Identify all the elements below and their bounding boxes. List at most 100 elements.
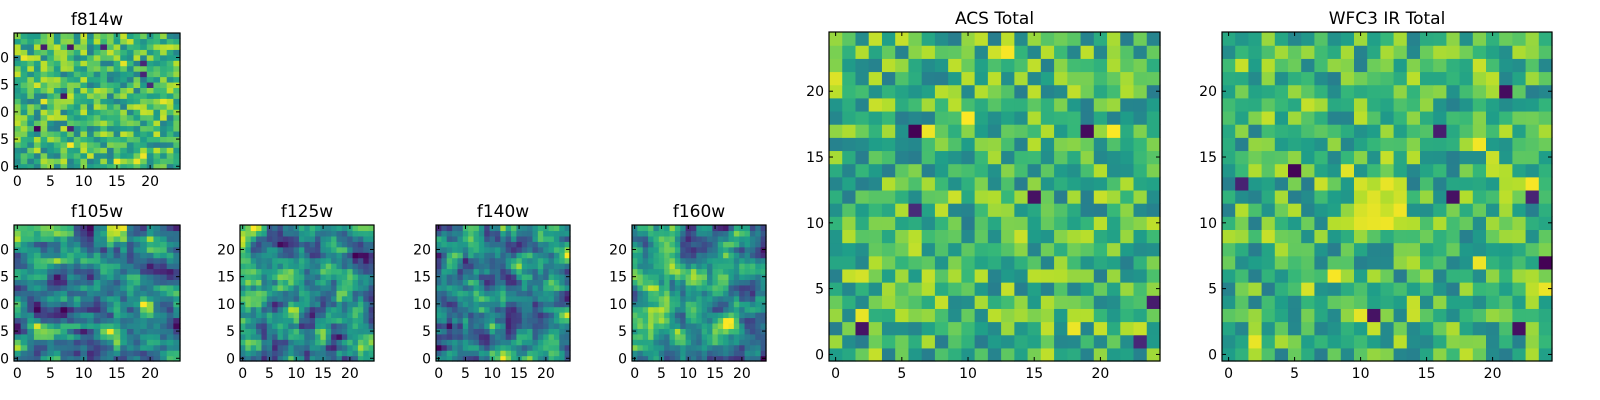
- heatmap-cell: [468, 252, 475, 259]
- heatmap-cell: [855, 295, 870, 309]
- heatmap-cell: [261, 252, 268, 259]
- heatmap-cell: [664, 230, 671, 237]
- heatmap-cell: [20, 312, 28, 319]
- heatmap-cell: [33, 33, 42, 40]
- heatmap-cells: [436, 225, 571, 362]
- heatmap-cell: [648, 290, 655, 297]
- heatmap-cell: [696, 295, 703, 302]
- heatmap-cell: [140, 312, 148, 319]
- heatmap-cell: [325, 317, 332, 324]
- heatmap-cell: [468, 230, 475, 237]
- heatmap-cell: [559, 333, 566, 340]
- heatmap-cell: [1538, 255, 1553, 270]
- heatmap-cell: [166, 71, 174, 78]
- heatmap-cell: [1406, 150, 1421, 165]
- heatmap-cell: [288, 333, 295, 340]
- heatmap-cell: [126, 252, 135, 259]
- heatmap-cell: [1538, 242, 1553, 257]
- heatmap-cell: [478, 235, 485, 242]
- heatmap-cell: [87, 114, 95, 121]
- heatmap-cell: [553, 235, 560, 242]
- heatmap-cell: [368, 225, 375, 232]
- heatmap-cell: [309, 246, 316, 253]
- heatmap-cell: [934, 58, 949, 73]
- heatmap-cell: [1080, 321, 1095, 336]
- heatmap-cell: [347, 295, 354, 302]
- heatmap-cell: [1406, 347, 1421, 362]
- heatmap-cell: [1093, 347, 1108, 362]
- heatmap-cell: [760, 257, 767, 264]
- heatmap-cell: [664, 328, 671, 335]
- heatmap-cell: [728, 257, 735, 264]
- heatmap-cell: [47, 257, 55, 264]
- heatmap-cell: [166, 114, 174, 121]
- heatmap-cell: [543, 312, 550, 319]
- heatmap-cell: [133, 312, 141, 319]
- heatmap-cell: [868, 203, 883, 217]
- heatmap-cell: [250, 328, 257, 335]
- heatmap-cell: [632, 317, 638, 324]
- heatmap-cell: [1393, 137, 1408, 152]
- heatmap-cell: [961, 176, 976, 191]
- heatmap-cell: [256, 295, 263, 302]
- heatmap-cell: [1027, 216, 1042, 230]
- heatmap-cell: [1327, 242, 1342, 257]
- heatmap-cell: [140, 81, 148, 88]
- heatmap-cell: [1340, 150, 1355, 165]
- heatmap-cell: [282, 268, 289, 275]
- heatmap-cell: [1354, 58, 1368, 73]
- heatmap-cell: [67, 114, 75, 121]
- heatmap-cell: [67, 273, 75, 280]
- heatmap-cell: [537, 263, 544, 270]
- heatmap-cell: [1393, 268, 1408, 283]
- heatmap-cell: [120, 235, 128, 242]
- heatmap-cell: [478, 339, 485, 346]
- heatmap-cell: [881, 32, 896, 46]
- heatmap-cell: [282, 273, 289, 280]
- heatmap-cell: [921, 203, 936, 217]
- heatmap-cell: [256, 279, 263, 286]
- heatmap-cell: [173, 339, 181, 346]
- heatmap-cell: [256, 225, 263, 232]
- heatmap-cell: [669, 322, 676, 329]
- heatmap-cell: [266, 317, 273, 324]
- heatmap-cell: [559, 273, 566, 280]
- heatmap-cell: [261, 284, 268, 291]
- heatmap-cell: [27, 103, 35, 110]
- heatmap-cell: [33, 344, 42, 351]
- heatmap-cell: [489, 241, 496, 248]
- heatmap-cell: [106, 241, 115, 248]
- heatmap-cell: [73, 120, 81, 127]
- heatmap-cell: [256, 257, 263, 264]
- heatmap-cell: [113, 92, 121, 99]
- heatmap-cell: [277, 333, 284, 340]
- heatmap-cell: [153, 33, 161, 40]
- heatmap-cell: [462, 246, 469, 253]
- heatmap-cell: [87, 350, 95, 357]
- heatmap-cell: [100, 333, 108, 340]
- heatmap-cell: [744, 225, 751, 232]
- heatmap-cell: [895, 282, 910, 296]
- heatmap-cell: [33, 339, 42, 346]
- heatmap-cell: [632, 295, 638, 302]
- heatmap-cell: [27, 141, 35, 148]
- heatmap-cell: [67, 344, 75, 351]
- heatmap-cell: [133, 306, 141, 313]
- heatmap-cell: [146, 81, 155, 88]
- heatmap-cell: [1367, 176, 1381, 191]
- heatmap-cell: [436, 306, 442, 313]
- heatmap-cell: [331, 279, 338, 286]
- heatmap-cell: [452, 279, 459, 286]
- heatmap-cell: [87, 295, 95, 302]
- heatmap-cell: [1146, 84, 1161, 99]
- heatmap-cell: [146, 350, 155, 357]
- heatmap-cell: [282, 350, 289, 357]
- heatmap-cell: [642, 317, 649, 324]
- heatmap-cell: [20, 136, 28, 143]
- heatmap-cell: [987, 229, 1002, 244]
- heatmap-cell: [690, 279, 697, 286]
- heatmap-cell: [744, 350, 751, 357]
- heatmap-cell: [1248, 110, 1263, 125]
- heatmap-cell: [53, 60, 62, 67]
- heatmap-cell: [548, 252, 555, 259]
